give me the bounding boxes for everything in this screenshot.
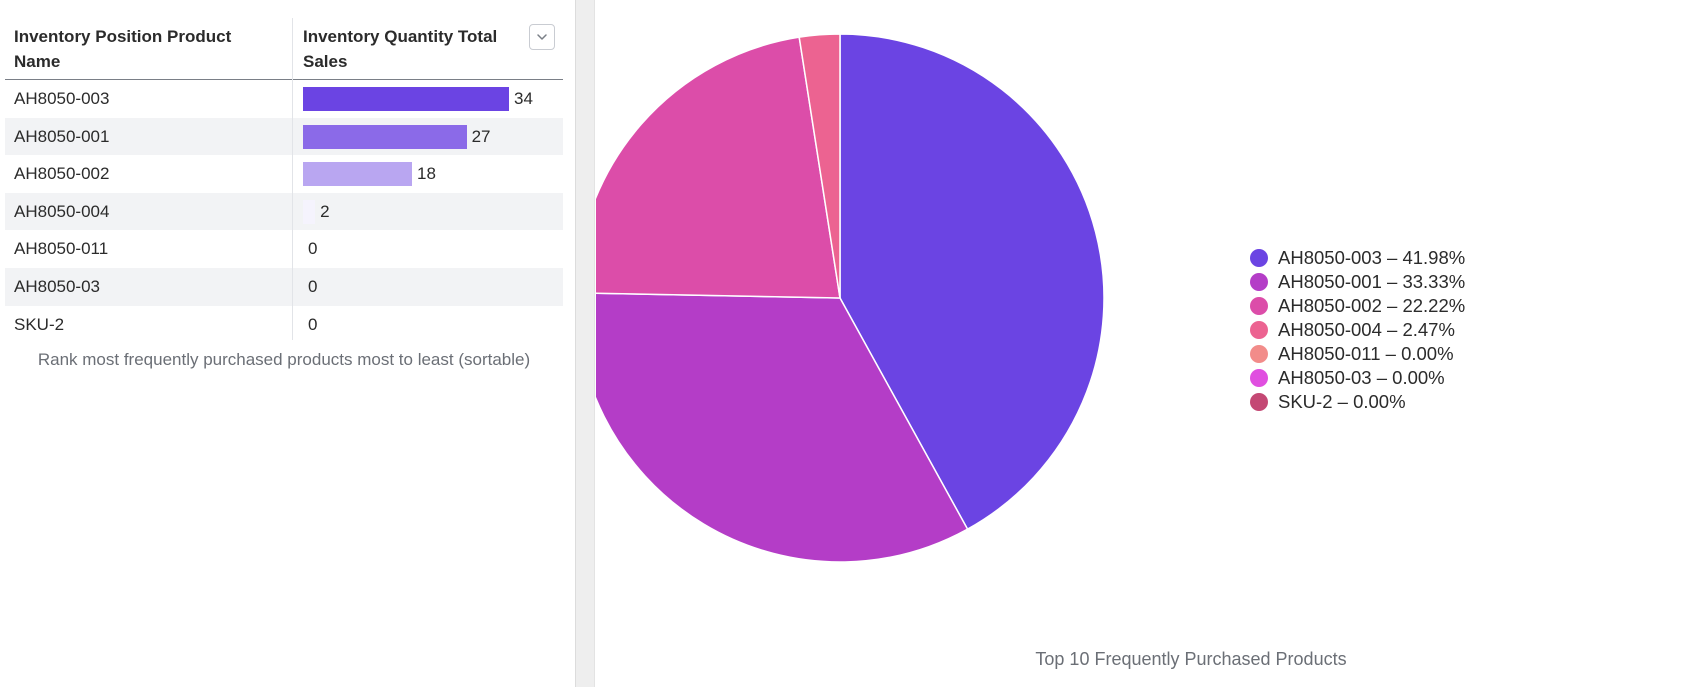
sales-value-cell: 0 [308,314,318,334]
pie-slice-ah8050-002[interactable] [596,36,841,299]
legend-item[interactable]: AH8050-001 – 33.33% [1250,270,1465,294]
table-row: AH8050-03 0 [5,267,563,306]
chart-legend: AH8050-003 – 41.98% AH8050-001 – 33.33% AH… [1250,246,1465,414]
sales-table: Inventory Position Product Name Inventor… [5,18,563,343]
sales-value-cell: 18 [417,164,436,184]
legend-label: AH8050-004 [1278,319,1382,340]
product-name-cell: SKU-2 [14,314,65,334]
legend-swatch [1250,297,1268,315]
sales-value-cell: 0 [308,239,318,259]
legend-item[interactable]: SKU-2 – 0.00% [1250,390,1465,414]
table-caption: Rank most frequently purchased products … [37,350,531,369]
sales-value-cell: 27 [471,126,491,146]
pie-slice-ah8050-003[interactable] [839,33,1105,531]
table-row: AH8050-003 34 [5,80,563,118]
product-name-cell: AH8050-001 [14,126,110,146]
legend-separator: – [1381,247,1403,268]
sort-button[interactable] [529,24,555,50]
legend-separator: – [1332,391,1354,412]
column-header-product-name[interactable]: Inventory Position Product Name [14,27,232,71]
legend-percent: 41.98% [1402,247,1466,268]
legend-swatch [1250,273,1268,291]
chevron-down-icon [537,34,547,40]
legend-percent: 0.00% [1401,343,1454,364]
legend-label: AH8050-011 [1278,343,1381,364]
table-header: Inventory Position Product Name Inventor… [5,18,563,80]
sales-bar [303,124,467,149]
sales-bar [303,162,413,187]
legend-swatch [1250,369,1268,387]
legend-percent: 33.33% [1402,271,1466,292]
legend-swatch [1250,393,1268,411]
legend-swatch [1250,321,1268,339]
legend-separator: – [1381,295,1403,316]
legend-label: AH8050-001 [1278,271,1382,292]
pie-chart [596,33,1105,563]
panel-divider[interactable] [575,0,595,687]
legend-item[interactable]: AH8050-03 – 0.00% [1250,366,1465,390]
legend-label: SKU-2 [1278,391,1333,412]
legend-percent: 0.00% [1392,367,1445,388]
legend-percent: 22.22% [1402,295,1466,316]
table-row: AH8050-002 18 [5,155,563,193]
legend-percent: 2.47% [1402,319,1455,340]
product-name-cell: AH8050-004 [14,201,110,221]
product-name-cell: AH8050-003 [14,89,110,108]
column-divider [292,18,293,340]
legend-separator: – [1381,271,1403,292]
chart-title: Top 10 Frequently Purchased Products [1035,649,1347,669]
legend-swatch [1250,345,1268,363]
product-name-cell: AH8050-011 [14,239,109,259]
table-body: AH8050-003 34 AH8050-001 27 AH8050-002 18 AH80… [5,80,563,343]
pie-chart-panel: AH8050-003 – 41.98% AH8050-001 – 33.33% AH… [596,0,1691,687]
sales-value-cell: 0 [308,276,318,296]
product-name-cell: AH8050-03 [14,276,101,296]
table-row: AH8050-004 2 [5,192,563,231]
legend-separator: – [1380,343,1402,364]
table-row: AH8050-011 0 [5,230,563,268]
table-panel: Inventory Position Product Name Inventor… [0,0,575,687]
legend-label: AH8050-003 [1278,247,1382,268]
pie-slice-ah8050-001[interactable] [596,292,969,563]
column-header-total-sales[interactable]: Inventory Quantity Total Sales [303,27,498,71]
legend-separator: – [1381,319,1403,340]
legend-label: AH8050-03 [1278,367,1372,388]
sales-value-cell: 2 [320,201,330,221]
sales-bar [303,87,509,111]
legend-percent: 0.00% [1353,391,1406,412]
legend-item[interactable]: AH8050-011 – 0.00% [1250,342,1465,366]
legend-label: AH8050-002 [1278,295,1382,316]
sales-bar [303,199,316,224]
sales-value-cell: 34 [514,89,533,108]
table-row: SKU-2 0 [5,306,563,344]
legend-separator: – [1371,367,1393,388]
pie-slice-ah8050-004[interactable] [798,33,841,299]
product-name-cell: AH8050-002 [14,164,110,184]
legend-item[interactable]: AH8050-002 – 22.22% [1250,294,1465,318]
legend-swatch [1250,249,1268,267]
legend-item[interactable]: AH8050-004 – 2.47% [1250,318,1465,342]
legend-item[interactable]: AH8050-003 – 41.98% [1250,246,1465,270]
table-row: AH8050-001 27 [5,117,563,156]
